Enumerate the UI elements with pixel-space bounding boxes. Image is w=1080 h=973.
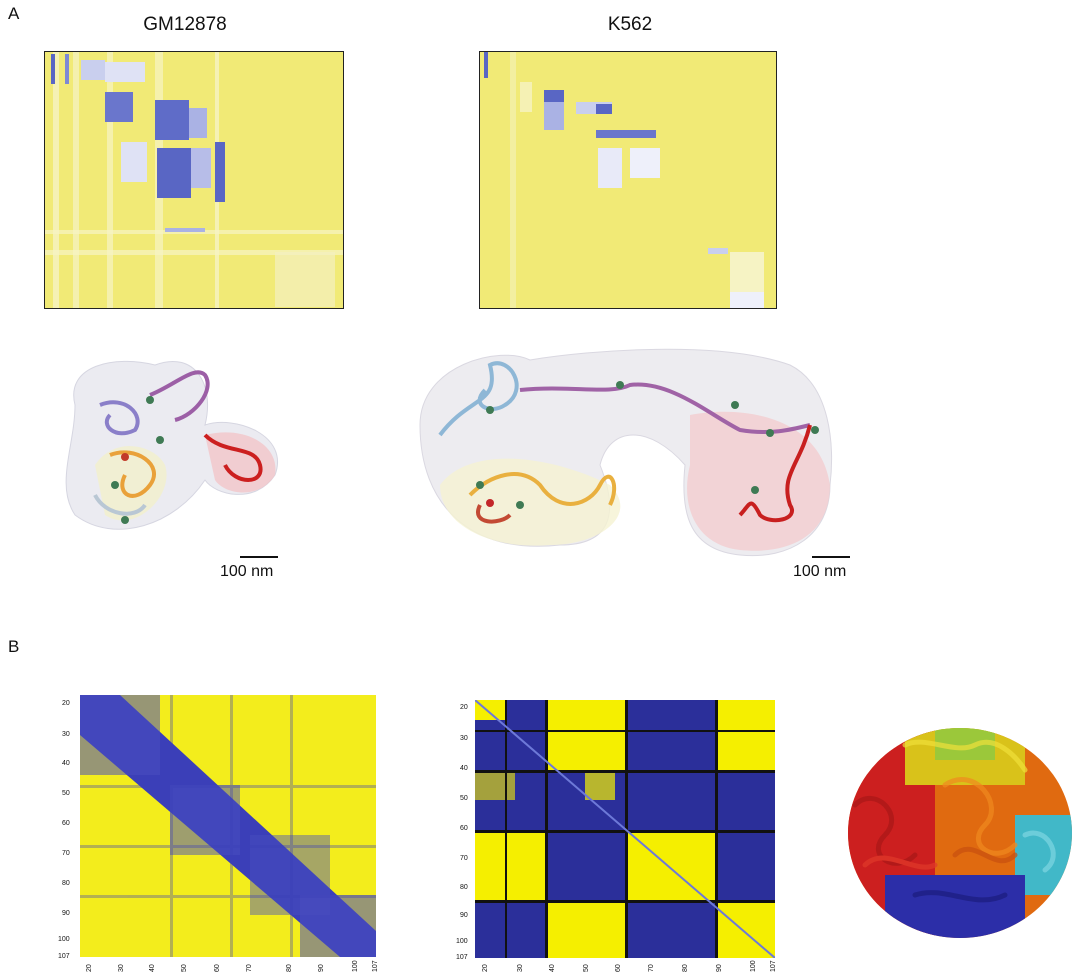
mid-ytick: 90 [460, 912, 468, 919]
left-xtick: 40 [149, 964, 156, 972]
mid-ytick: 40 [460, 765, 468, 772]
k562-title: K562 [607, 14, 653, 35]
left-xtick: 20 [86, 964, 93, 972]
left-ytick: 80 [62, 880, 70, 887]
mid-ytick: 50 [460, 795, 468, 802]
mid-xtick: 100 [750, 960, 757, 972]
mid-ytick: 20 [460, 704, 468, 711]
mid-xtick: 50 [583, 964, 590, 972]
k562-scale-label: 100 nm [793, 563, 847, 580]
k562-scalebar [812, 556, 850, 558]
gm12878-title: GM12878 [143, 14, 227, 35]
panel-label-b: B [8, 637, 20, 656]
left-ytick: 90 [62, 910, 70, 917]
left-ytick: 107 [58, 953, 70, 960]
panel-label-a: A [8, 4, 20, 23]
left-xtick: 60 [214, 964, 221, 972]
mid-ytick: 80 [460, 884, 468, 891]
mid-xtick: 90 [716, 964, 723, 972]
k562-heatmap [479, 51, 777, 309]
left-ytick: 100 [58, 936, 70, 943]
left-ytick: 70 [62, 850, 70, 857]
left-xtick: 107 [372, 960, 379, 972]
left-xtick: 100 [352, 960, 359, 972]
left-ytick: 40 [62, 760, 70, 767]
mid-xtick: 60 [615, 964, 622, 972]
mid-ytick: 107 [456, 954, 468, 961]
mid-xtick: 70 [648, 964, 655, 972]
mid-ytick: 100 [456, 938, 468, 945]
left-xtick: 90 [318, 964, 325, 972]
left-xtick: 70 [246, 964, 253, 972]
left-ytick: 50 [62, 790, 70, 797]
left-ytick: 60 [62, 820, 70, 827]
correlation-map [475, 700, 775, 958]
mid-xtick: 30 [517, 964, 524, 972]
left-ytick: 30 [62, 731, 70, 738]
gm12878-heatmap [44, 51, 344, 309]
left-xtick: 30 [118, 964, 125, 972]
k562-3d-structure [410, 345, 840, 560]
hic-contact-map [80, 695, 376, 957]
gm12878-scalebar [240, 556, 278, 558]
gm12878-scale-label: 100 nm [220, 563, 274, 580]
mid-xtick: 20 [482, 964, 489, 972]
left-xtick: 50 [181, 964, 188, 972]
left-ytick: 20 [62, 700, 70, 707]
mid-ytick: 30 [460, 735, 468, 742]
mid-ytick: 60 [460, 825, 468, 832]
mid-xtick: 80 [682, 964, 689, 972]
left-xtick: 80 [286, 964, 293, 972]
mid-xtick: 40 [549, 964, 556, 972]
mid-xtick: 107 [770, 960, 777, 972]
gm12878-3d-structure [55, 345, 290, 545]
mid-ytick: 70 [460, 855, 468, 862]
chromatin-globule-structure [845, 725, 1080, 940]
